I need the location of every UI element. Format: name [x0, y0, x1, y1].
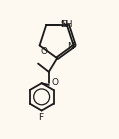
Text: O: O — [41, 47, 48, 56]
Text: SH: SH — [61, 20, 73, 29]
Text: N: N — [60, 20, 67, 29]
Text: O: O — [51, 78, 58, 87]
Text: N: N — [67, 42, 73, 51]
Text: F: F — [38, 113, 43, 122]
